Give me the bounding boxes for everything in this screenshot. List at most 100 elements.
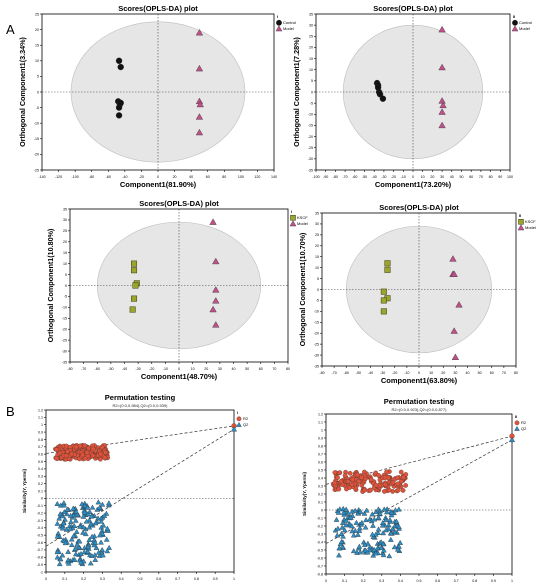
r2-point — [368, 477, 374, 482]
q2-point — [103, 536, 110, 542]
y-tick-label: 0 — [41, 497, 43, 501]
x-tick-label: 0.7 — [175, 577, 180, 581]
q2-point — [78, 550, 84, 556]
q2-point — [54, 500, 61, 506]
q2-point — [349, 528, 356, 534]
q2-point — [54, 533, 61, 539]
y-tick-label: -15 — [62, 317, 67, 321]
r2-point — [384, 469, 389, 475]
y-tick-label: 0.6 — [38, 452, 43, 456]
y-axis-label: Orthogonal Component1(7.28%) — [292, 36, 301, 146]
plot-frame — [45, 409, 235, 573]
chart-title: Scores(OPLS-DA) plot — [118, 4, 198, 13]
x-tick-label: 0 — [418, 371, 420, 375]
data-point — [380, 297, 387, 304]
legend-marker — [517, 224, 525, 231]
data-point — [451, 353, 460, 360]
y-tick-label: -0.8 — [317, 572, 323, 576]
legend-marker — [276, 19, 282, 26]
y-tick-label: -5 — [316, 299, 319, 303]
legend-title: I — [291, 209, 292, 214]
data-point — [374, 84, 382, 91]
x-tick-label: 0.4 — [398, 579, 403, 583]
legend-label: Control — [283, 20, 296, 25]
x-tick-label: -80 — [319, 371, 324, 375]
r2-point — [65, 449, 70, 454]
chart-5: 0 0.1 0.2 0.3 0.4 0.5 0.6 0.7 0.8 0.9 1 -1 -0.9 -0.8 -… — [22, 393, 249, 581]
q2-point — [387, 517, 393, 523]
chart-2: -100 -90 -80 -70 -60 -50 -40 -30 -20 -10 0 10 20 30 40… — [292, 4, 532, 189]
y-tick-label: 20 — [63, 240, 67, 244]
x-tick-label: 100 — [238, 175, 244, 179]
x-tick-label: 50 — [245, 367, 249, 371]
q2-point — [393, 518, 400, 524]
data-point — [212, 321, 220, 328]
y-tick-label: 0.8 — [38, 438, 43, 442]
y-tick-label: 35 — [63, 207, 67, 211]
y-tick-label: -25 — [308, 146, 313, 150]
legend-marker — [514, 425, 520, 431]
data-point — [379, 95, 387, 102]
y-tick-label: -0.1 — [37, 504, 43, 508]
q2-point — [71, 556, 78, 562]
x-tick-label: -60 — [95, 367, 100, 371]
x-tick-label: -40 — [372, 175, 377, 179]
y-tick-label: -0.1 — [317, 516, 323, 520]
y-tick-label: 0.1 — [38, 489, 43, 493]
x-tick-label: 50 — [478, 371, 482, 375]
legend-marker — [518, 219, 524, 225]
data-point — [438, 121, 446, 129]
x-tick-label: 0.7 — [454, 579, 459, 583]
legend-label: Control — [519, 20, 532, 25]
chart-title: Scores(OPLS-DA) plot — [373, 4, 453, 13]
q2-point — [388, 509, 395, 515]
y-tick-label: 0 — [37, 90, 39, 94]
data-point — [209, 305, 217, 313]
y-tick-label: 5 — [37, 75, 39, 79]
r2-point — [376, 473, 381, 478]
q2-point — [67, 526, 73, 532]
q2-point — [71, 522, 78, 528]
y-tick-label: 15 — [315, 255, 319, 259]
q2-point — [374, 545, 381, 551]
x-tick-label: -70 — [332, 371, 337, 375]
x-tick-label: -20 — [392, 371, 397, 375]
q2-point — [379, 519, 386, 525]
q2-point — [55, 530, 62, 536]
data-point — [455, 301, 463, 308]
data-point — [115, 112, 123, 119]
data-point — [117, 63, 124, 71]
y-tick-label: -0.6 — [317, 556, 323, 560]
q2-point — [93, 544, 100, 550]
q2-point — [383, 527, 389, 533]
q2-point — [98, 539, 104, 545]
data-point — [212, 297, 220, 304]
r2-point — [359, 482, 365, 488]
y-tick-label: -0.7 — [317, 564, 323, 568]
q2-point — [54, 549, 61, 555]
q2-point — [380, 552, 387, 558]
y-tick-label: 5 — [317, 277, 319, 281]
y-tick-label: -1 — [40, 570, 43, 574]
q2-point — [98, 518, 105, 524]
x-tick-label: 60 — [469, 175, 473, 179]
q2-point — [92, 520, 99, 526]
x-tick-label: 70 — [479, 175, 483, 179]
data-point — [209, 218, 217, 225]
y-tick-label: 0.9 — [38, 430, 43, 434]
legend-label: Model — [283, 26, 294, 31]
x-tick-label: 20 — [430, 175, 434, 179]
q2-point — [356, 525, 363, 531]
q2-point — [373, 508, 379, 515]
q2-point — [89, 504, 96, 510]
y-tick-label: 30 — [309, 23, 313, 27]
y-axis-label: Orthogonal Component1(10.80%) — [46, 228, 55, 342]
y-tick-label: -0.2 — [37, 511, 43, 515]
y-tick-label: -25 — [62, 338, 67, 342]
data-point — [450, 270, 458, 277]
x-tick-label: 1 — [511, 579, 513, 583]
y-tick-label: 0.7 — [318, 452, 323, 456]
y-tick-label: 1.2 — [38, 408, 43, 412]
x-tick-label: 0.3 — [379, 579, 384, 583]
